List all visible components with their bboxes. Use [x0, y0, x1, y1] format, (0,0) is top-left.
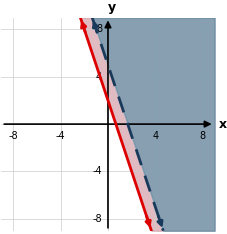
Text: y: y [107, 1, 115, 14]
Text: -4: -4 [92, 166, 102, 176]
Text: -8: -8 [8, 131, 18, 141]
Text: 4: 4 [152, 131, 158, 141]
Text: 4: 4 [96, 72, 102, 82]
Text: 8: 8 [96, 24, 102, 34]
Text: x: x [218, 118, 226, 131]
Text: 8: 8 [199, 131, 205, 141]
Text: -4: -4 [56, 131, 65, 141]
Text: -8: -8 [92, 214, 102, 224]
